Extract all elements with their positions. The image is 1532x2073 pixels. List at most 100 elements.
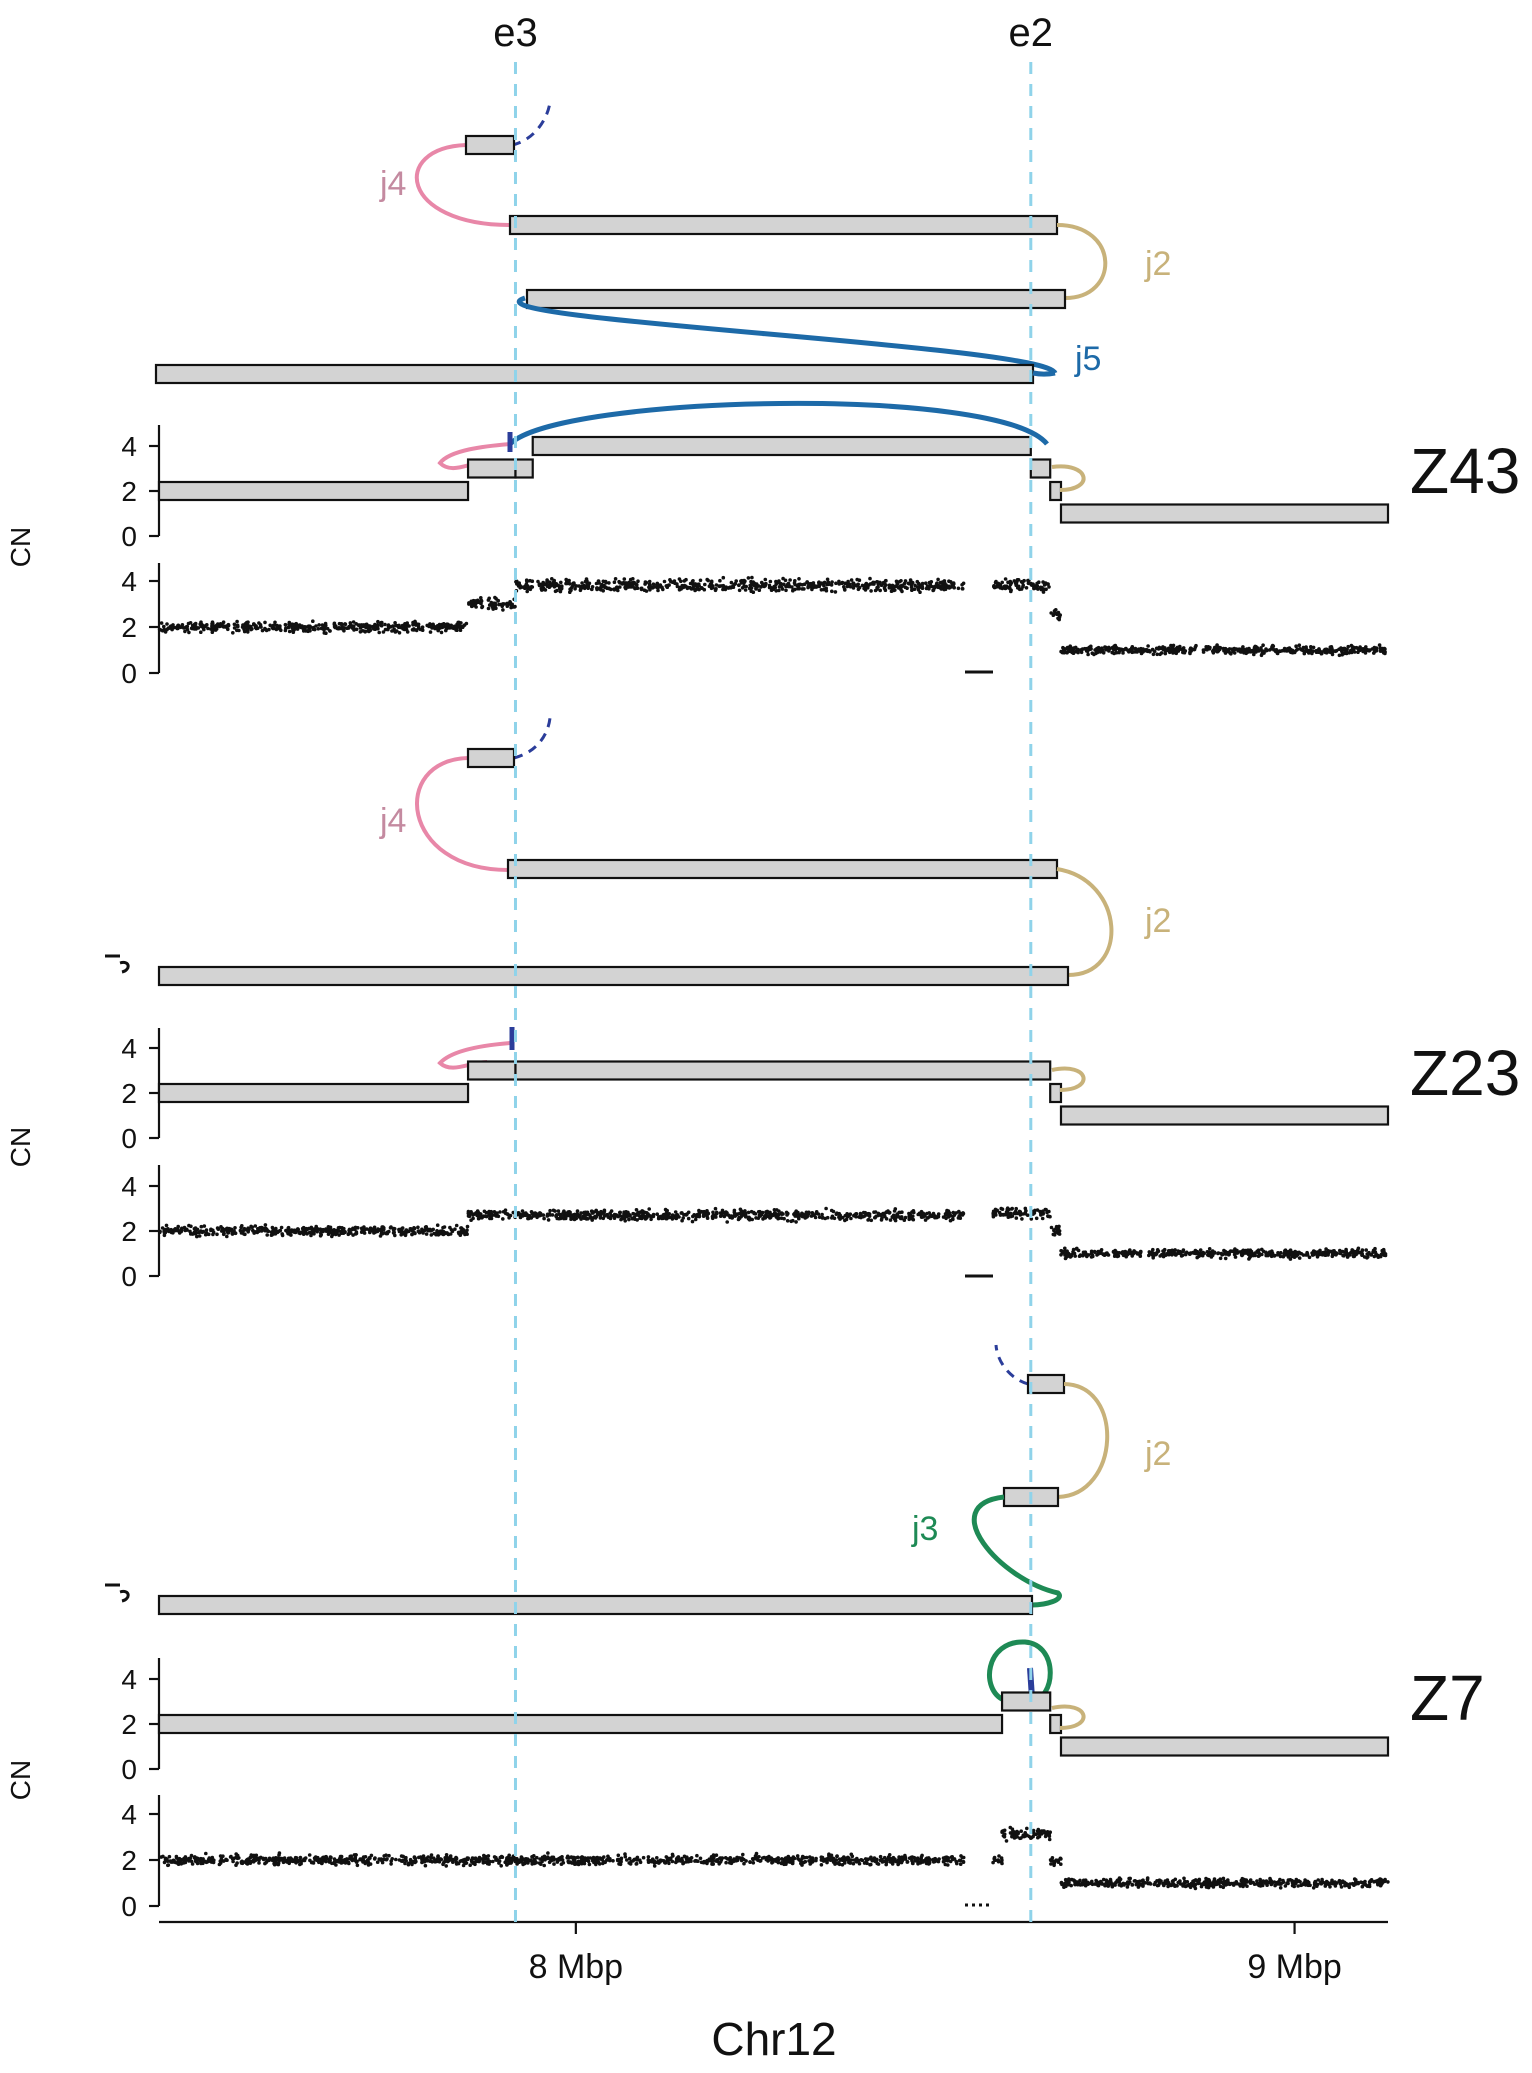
z7-coverage-point [1004,1839,1009,1843]
z23-coverage-point [1383,1253,1388,1258]
z7-coverage-point [413,1860,417,1865]
z23-coverage-point [760,1210,765,1215]
z43-coverage-point [393,621,397,625]
z7-cn-segment-2 [1049,1713,1063,1735]
z43-coverage-point [829,583,834,587]
z23-coverage-point [329,1228,333,1232]
z43-coverage-point [807,583,811,587]
z43-coverage-point [1000,580,1004,585]
z7-coverage-point [997,1854,1001,1858]
z23-coverage-point [743,1215,748,1219]
z23-coverage-point [503,1211,508,1216]
z43-coverage-point [797,577,801,581]
z7-coverage-point [837,1861,841,1865]
z43-coverage-point [631,585,635,589]
z7-coverage-point [758,1859,762,1863]
z43-coverage-point [1378,646,1383,650]
z43-coverage-point [1054,608,1058,612]
z43-coverage-point [557,584,561,588]
z43-coverage-point [480,605,484,610]
z43-coverage-point [1106,647,1111,651]
z7-coverage-point [379,1858,383,1862]
z43-coverage-point [413,619,417,624]
z23-coverage-point [263,1223,268,1227]
z43-coverage-track: 024 [121,563,1387,689]
z23-coverage-point [1332,1249,1336,1253]
z7-coverage-point [1145,1876,1150,1880]
z43-coverage-point [903,585,908,589]
z43-coverage-point [616,588,620,593]
z43-coverage-point [497,602,501,607]
z23-coverage-point [739,1214,743,1219]
z43-cov-tick-label-0: 0 [121,658,137,689]
z43-coverage-point [514,580,518,584]
z7-coverage-point [1052,1860,1057,1864]
z23-coverage-point [1120,1250,1125,1255]
z43-coverage-point [394,623,398,628]
z43-coverage-point [206,626,210,631]
z7-coverage-point [601,1861,605,1866]
z43-coverage-point [635,586,640,590]
z23-coverage-point [200,1230,205,1235]
z43-coverage-point [1076,650,1080,655]
z43-coverage-point [192,627,197,631]
z7-structure: j2 j3 [105,1344,1171,1616]
z43-coverage-point [618,585,622,589]
z43-coverage-point [541,587,546,591]
z23-coverage-point [1188,1252,1192,1256]
z43-cn-segments [157,435,1390,524]
z23-coverage-point [382,1231,387,1235]
z43-coverage-point [842,587,847,591]
z23-coverage-point [520,1212,525,1217]
z43-coverage-point [951,583,955,588]
z23-coverage-point [207,1232,211,1237]
z43-coverage-point [607,586,611,591]
z7-coverage-point [219,1857,224,1861]
z43-coverage-point [1283,648,1287,653]
z7-coverage-point [682,1854,687,1859]
z43-coverage-point [1150,647,1155,652]
z7-coverage-point [295,1858,300,1863]
z43-coverage-point [1189,649,1193,653]
z43-coverage-point [270,625,275,630]
z7-coverage-point [382,1854,387,1858]
z23-coverage-point [227,1230,231,1235]
z43-coverage-point [1112,644,1116,648]
z23-coverage-point [387,1229,391,1234]
z23-coverage-point [774,1215,779,1219]
z23-coverage-point [310,1227,314,1232]
z7-coverage-point [695,1853,699,1858]
z23-coverage-point [410,1232,414,1236]
z43-coverage-point [536,579,540,584]
z23-coverage-point [794,1220,798,1224]
z43-coverage-point [709,580,714,584]
z43-coverage-point [997,585,1001,589]
z43-coverage-point [325,626,330,631]
z23-coverage-point [945,1208,949,1213]
z43-coverage-point [518,585,522,590]
z23-coverage-point [1288,1248,1293,1252]
z43-coverage-point [1181,646,1186,650]
z7-coverage-point [607,1858,612,1862]
z43-coverage-point [721,583,726,588]
z23-coverage-point [347,1227,352,1232]
z23-cn-tick-label-0: 0 [121,1123,137,1154]
z43-coverage-point [1146,644,1150,648]
z43-coverage-point [235,624,240,628]
z43-coverage-point [774,579,778,584]
z23-coverage-point [1208,1253,1212,1258]
z43-coverage-point [800,587,805,591]
z23-coverage-point [258,1226,262,1230]
z43-coverage-point [1310,651,1314,656]
z43-coverage-point [493,595,497,600]
z43-coverage-point [273,620,277,625]
z43-coverage-point [763,577,768,582]
z23-coverage-point [1154,1252,1158,1256]
z7-coverage-point [698,1856,703,1861]
z7-coverage-point [298,1862,302,1867]
z7-coverage-point [760,1856,765,1860]
z23-coverage-point [478,1213,483,1217]
z43-coverage-point [496,598,501,603]
z43-coverage-point [1322,649,1326,653]
z23-coverage-point [188,1229,192,1234]
